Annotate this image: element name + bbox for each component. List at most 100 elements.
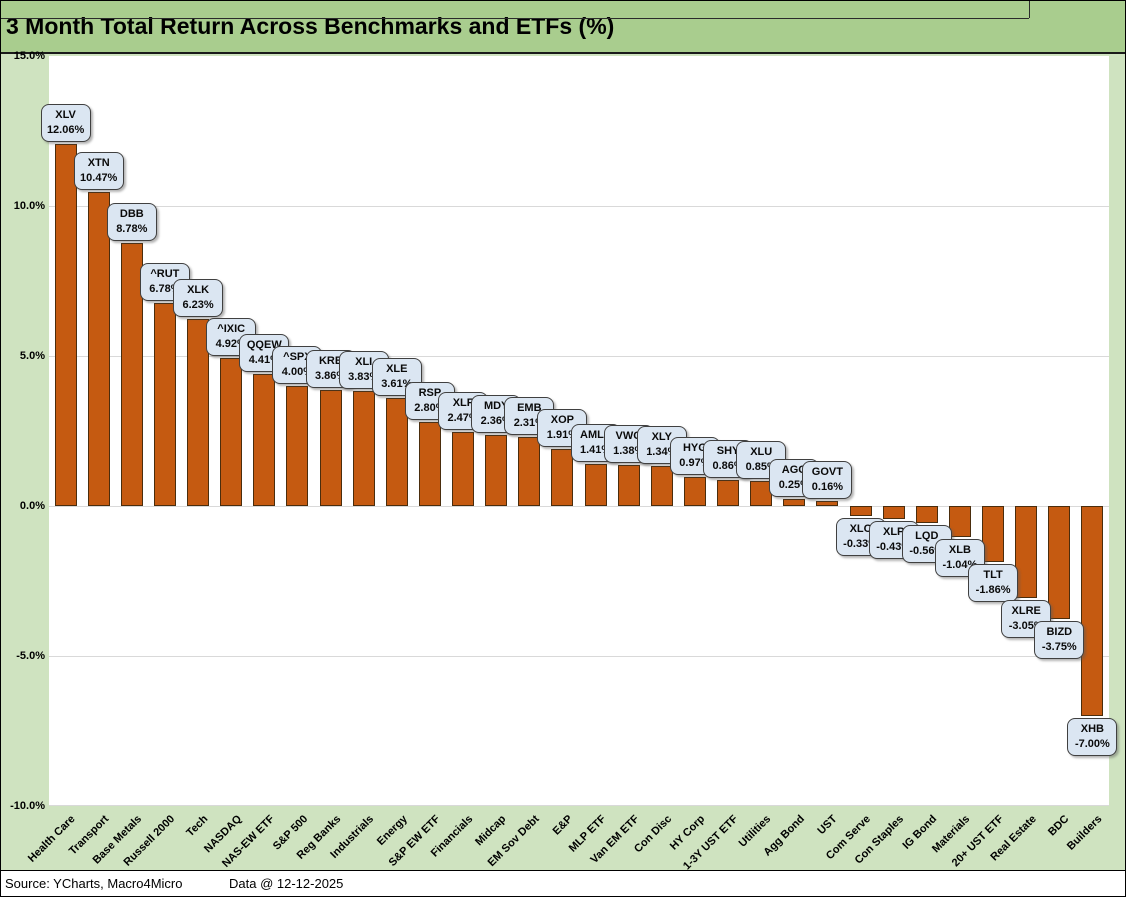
bar: [584, 463, 607, 506]
bar: [319, 390, 342, 506]
bar-label-box: XTN 10.47%: [73, 151, 124, 190]
chart-title: 3 Month Total Return Across Benchmarks a…: [6, 13, 615, 39]
bar: [153, 302, 176, 506]
bar: [650, 465, 673, 506]
bar: [816, 501, 839, 506]
bar-ticker: AGG: [781, 463, 807, 476]
bar-ticker: MDY: [483, 400, 509, 413]
bar: [683, 476, 706, 506]
bar-value: -7.00%: [1074, 738, 1110, 750]
bar-ticker: QQEW: [246, 338, 282, 351]
y-axis-label: -5.0%: [16, 650, 45, 662]
bar-value: 12.06%: [46, 124, 85, 137]
bar: [286, 386, 309, 506]
bar-value: 8.78%: [116, 222, 148, 235]
bar-label-box: TLT -1.86%: [968, 563, 1019, 602]
bar: [518, 436, 541, 506]
bar-value: 1.34%: [646, 445, 678, 458]
bar-value: 3.83%: [348, 371, 380, 384]
bar: [54, 144, 77, 506]
bar-value: 1.41%: [579, 443, 612, 456]
bar: [485, 435, 508, 506]
title-cell-border-vertical: [1029, 1, 1030, 18]
gridline: [49, 506, 1109, 507]
footer-bar: Source: YCharts, Macro4Micro Data @ 12-1…: [1, 870, 1125, 896]
bar-ticker: VWO: [615, 429, 642, 442]
bar-value: 2.80%: [414, 402, 446, 414]
bar: [717, 480, 740, 506]
bar-ticker: XLP: [882, 525, 905, 538]
source-text: Source: YCharts, Macro4Micro: [5, 876, 183, 891]
x-axis-label: Health Care: [26, 813, 79, 865]
bar-value: 6.23%: [182, 299, 214, 312]
bar: [948, 506, 971, 538]
bar: [849, 506, 872, 516]
bar-value: 1.91%: [546, 428, 578, 441]
bar: [253, 373, 276, 506]
bar-value: 6.78%: [149, 282, 181, 295]
bar-ticker: XOP: [550, 413, 574, 426]
bar-ticker: TLT: [983, 568, 1003, 581]
data-date-text: Data @ 12-12-2025: [229, 876, 344, 891]
bar-label-box: DBB 8.78%: [106, 202, 157, 241]
bar-ticker: XLC: [849, 522, 872, 535]
bar-ticker: XLB: [948, 544, 971, 557]
bar-value: 4.41%: [248, 353, 280, 366]
bar-ticker: XLI: [355, 356, 373, 369]
bar: [418, 422, 441, 506]
bar-ticker: BIZD: [1046, 625, 1073, 638]
bar-ticker: ^RUT: [150, 267, 180, 280]
gridline: [49, 206, 1109, 207]
bar-value: 0.25%: [778, 478, 810, 491]
bar-ticker: XLV: [55, 109, 76, 122]
bar-label-box: XLE 3.61%: [371, 357, 422, 396]
bar-label-box: XLRE -3.05%: [1001, 599, 1052, 638]
bar-ticker: XLE: [386, 362, 408, 375]
bar-value: 1.38%: [613, 444, 645, 457]
bar-value: -1.86%: [975, 583, 1011, 596]
bar-label-box: XHB -7.00%: [1067, 718, 1118, 756]
bar-ticker: XLRE: [1011, 604, 1041, 617]
bar: [1081, 506, 1104, 716]
bar-ticker: XTN: [87, 156, 110, 169]
y-axis-label: 10.0%: [13, 200, 45, 212]
bar-ticker: DBB: [119, 207, 144, 220]
bar: [352, 391, 375, 506]
bar: [87, 191, 110, 506]
bar-ticker: EMB: [517, 401, 542, 414]
x-axis-label: BDC: [1046, 813, 1072, 839]
y-axis-label: 0.0%: [19, 500, 45, 512]
bar-value: 0.86%: [712, 460, 744, 473]
bar-ticker: XHB: [1080, 723, 1104, 735]
bar: [982, 506, 1005, 562]
bar: [452, 431, 475, 506]
y-axis-label: 5.0%: [19, 350, 45, 362]
bar-ticker: XLY: [651, 430, 672, 443]
bar-ticker: GOVT: [811, 466, 843, 479]
x-axis-label: E&P: [550, 813, 575, 838]
y-axis-label: 15.0%: [13, 50, 45, 62]
chart-title-band: 3 Month Total Return Across Benchmarks a…: [1, 1, 1125, 54]
bar: [385, 397, 408, 506]
bar-value: -3.75%: [1041, 640, 1077, 653]
bar-value: 3.61%: [381, 377, 413, 390]
bar-ticker: LQD: [915, 529, 939, 542]
x-axis-label: UST: [815, 813, 840, 838]
bar-value: 2.47%: [447, 411, 479, 424]
bar-value: 0.16%: [811, 481, 843, 494]
bar: [220, 358, 243, 506]
x-axis-label: Tech: [184, 813, 211, 840]
gridline: [49, 656, 1109, 657]
bar-ticker: XLU: [750, 445, 773, 458]
bar-label-box: GOVT 0.16%: [802, 461, 853, 500]
bar-ticker: XLK: [187, 284, 210, 297]
bar: [783, 498, 806, 506]
bar-label-box: BIZD -3.75%: [1034, 620, 1085, 659]
bar: [915, 506, 938, 523]
bar-label-box: ^RUT 6.78%: [139, 262, 190, 301]
bar-ticker: HYG: [682, 441, 707, 454]
bar: [617, 464, 640, 506]
bar-ticker: ^SPX: [283, 351, 312, 363]
bar-value: 4.92%: [215, 338, 247, 351]
